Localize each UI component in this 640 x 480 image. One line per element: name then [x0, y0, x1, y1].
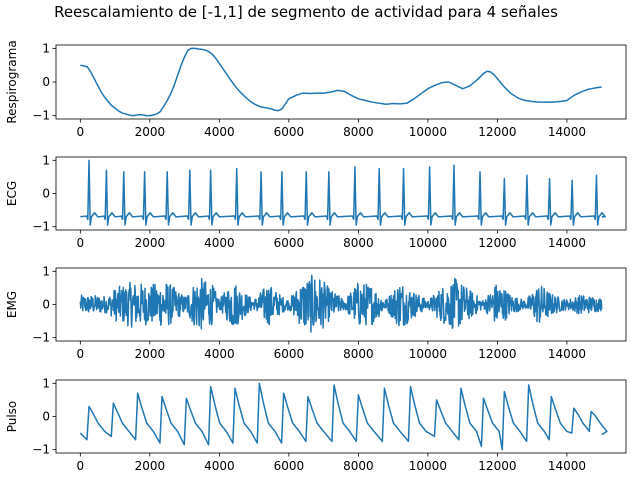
x-tick-label: 2000 [135, 236, 166, 250]
x-tick-label: 10000 [409, 459, 447, 473]
x-tick-label: 4000 [204, 459, 235, 473]
signal-line [80, 159, 606, 226]
y-tick-label: 1 [42, 41, 50, 55]
x-tick-label: 2000 [135, 459, 166, 473]
y-axis-label: Pulso [5, 401, 19, 433]
subplot-1: 0 2000 4000 6000 8000 10000 12000 14000 −1 0 1 Resp… [5, 40, 627, 139]
x-tick-label: 12000 [478, 125, 516, 139]
x-tick-label: 2000 [135, 125, 166, 139]
y-tick-label: 0 [42, 410, 50, 424]
signal-line [79, 382, 608, 451]
y-tick-label: 0 [42, 187, 50, 201]
x-tick-label: 0 [77, 459, 85, 473]
axes-frame [55, 156, 627, 231]
y-tick-label: 1 [42, 153, 50, 167]
x-tick-label: 4000 [204, 347, 235, 361]
signal-line [79, 274, 603, 333]
signal-line [80, 47, 602, 117]
subplot-3: 0 2000 4000 6000 8000 10000 12000 14000 −1 0 1 EMG [5, 264, 627, 361]
y-axis-label: EMG [5, 291, 19, 318]
axes-frame [55, 44, 627, 120]
x-tick-label: 6000 [274, 236, 305, 250]
y-tick-label: 0 [42, 75, 50, 89]
x-tick-label: 6000 [274, 125, 305, 139]
x-tick-label: 6000 [274, 459, 305, 473]
figure-title: Reescalamiento de [-1,1] de segmento de … [54, 3, 558, 21]
x-tick-label: 14000 [548, 125, 586, 139]
x-tick-label: 12000 [478, 236, 516, 250]
x-tick-label: 0 [77, 347, 85, 361]
x-tick-label: 0 [77, 125, 85, 139]
y-tick-label: −1 [32, 331, 50, 345]
x-tick-label: 0 [77, 236, 85, 250]
x-tick-label: 8000 [343, 459, 374, 473]
x-tick-label: 14000 [548, 236, 586, 250]
x-tick-label: 4000 [204, 236, 235, 250]
x-tick-label: 10000 [409, 236, 447, 250]
y-axis-label: ECG [5, 181, 19, 206]
x-tick-label: 8000 [343, 125, 374, 139]
x-tick-label: 10000 [409, 347, 447, 361]
y-tick-label: −1 [32, 109, 50, 123]
x-tick-label: 8000 [343, 347, 374, 361]
y-tick-label: −1 [32, 443, 50, 457]
x-tick-label: 12000 [478, 347, 516, 361]
x-tick-label: 6000 [274, 347, 305, 361]
x-tick-label: 12000 [478, 459, 516, 473]
y-axis-label: Respirograma [5, 40, 19, 123]
y-tick-label: 1 [42, 264, 50, 278]
subplot-4: 0 2000 4000 6000 8000 10000 12000 14000 −1 0 1 Puls… [5, 376, 627, 473]
x-tick-label: 10000 [409, 125, 447, 139]
y-tick-label: 0 [42, 298, 50, 312]
x-tick-label: 8000 [343, 236, 374, 250]
x-tick-label: 14000 [548, 347, 586, 361]
x-tick-label: 14000 [548, 459, 586, 473]
x-tick-label: 2000 [135, 347, 166, 361]
y-tick-label: 1 [42, 376, 50, 390]
y-tick-label: −1 [32, 220, 50, 234]
subplot-2: 0 2000 4000 6000 8000 10000 12000 14000 −1 0 1 ECG [5, 153, 627, 250]
x-tick-label: 4000 [204, 125, 235, 139]
